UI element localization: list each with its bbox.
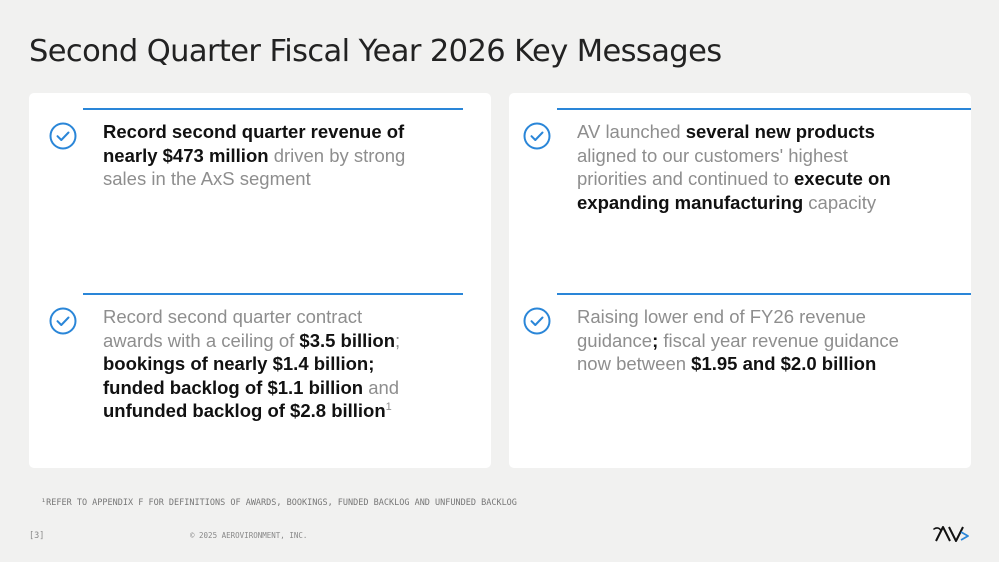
divider (83, 293, 463, 295)
message-text: Raising lower end of FY26 revenue guidan… (577, 306, 899, 374)
message-text: Record second quarter contract awards wi… (103, 306, 401, 421)
check-circle-icon (523, 307, 551, 335)
av-logo (932, 524, 970, 544)
message-text: Record second quarter revenue of nearly … (103, 121, 406, 189)
left-panel (29, 93, 491, 468)
page-title: Second Quarter Fiscal Year 2026 Key Mess… (29, 34, 722, 69)
check-circle-icon (523, 122, 551, 150)
copyright: © 2025 AEROVIRONMENT, INC. (190, 531, 308, 540)
divider (557, 108, 971, 110)
divider (83, 108, 463, 110)
message-text: AV launched several new products aligned… (577, 121, 891, 213)
footnote-marker: 1 (385, 400, 392, 413)
check-circle-icon (49, 307, 77, 335)
page-number: [3] (29, 531, 45, 541)
right-panel (509, 93, 971, 468)
divider (557, 293, 971, 295)
footnote: ¹REFER TO APPENDIX F FOR DEFINITIONS OF … (41, 498, 517, 508)
check-circle-icon (49, 122, 77, 150)
